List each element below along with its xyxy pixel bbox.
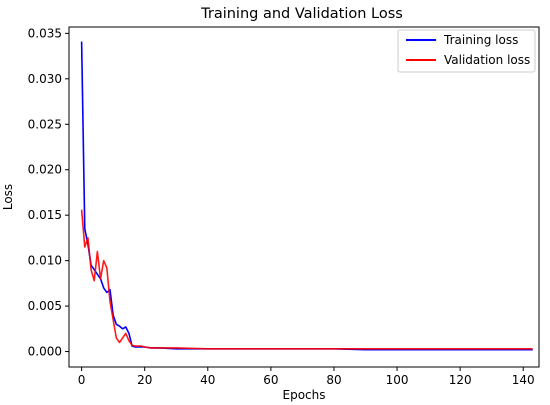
y-axis-label: Loss (1, 184, 15, 210)
y-tick-label: 0.025 (28, 117, 62, 131)
legend-label-training: Training loss (443, 33, 518, 47)
y-tick-label: 0.030 (28, 72, 62, 86)
y-tick-label: 0.010 (28, 254, 62, 268)
x-tick-label: 60 (263, 373, 278, 387)
x-tick-label: 0 (78, 373, 86, 387)
x-tick-label: 20 (137, 373, 152, 387)
x-tick-label: 120 (449, 373, 472, 387)
x-tick-label: 80 (326, 373, 341, 387)
x-tick-label: 140 (512, 373, 535, 387)
y-tick-label: 0.015 (28, 208, 62, 222)
x-tick-label: 100 (386, 373, 409, 387)
y-tick-label: 0.005 (28, 299, 62, 313)
y-tick-label: 0.020 (28, 163, 62, 177)
legend: Training loss Validation loss (397, 29, 536, 73)
training-loss-line (80, 41, 533, 351)
x-axis-label: Epochs (283, 388, 326, 402)
x-tick-label: 40 (200, 373, 215, 387)
validation-loss-line (80, 209, 533, 350)
x-ticks: 0 20 40 60 80 100 120 140 (78, 367, 535, 387)
legend-label-validation: Validation loss (444, 53, 530, 67)
chart-title: Training and Validation Loss (200, 6, 403, 22)
y-tick-label: 0.000 (28, 345, 62, 359)
series-layer (80, 41, 533, 351)
y-tick-label: 0.035 (28, 26, 62, 40)
y-ticks: 0.000 0.005 0.010 0.015 0.020 0.025 0.030 0.035 (28, 26, 69, 359)
plot-frame (68, 26, 540, 368)
